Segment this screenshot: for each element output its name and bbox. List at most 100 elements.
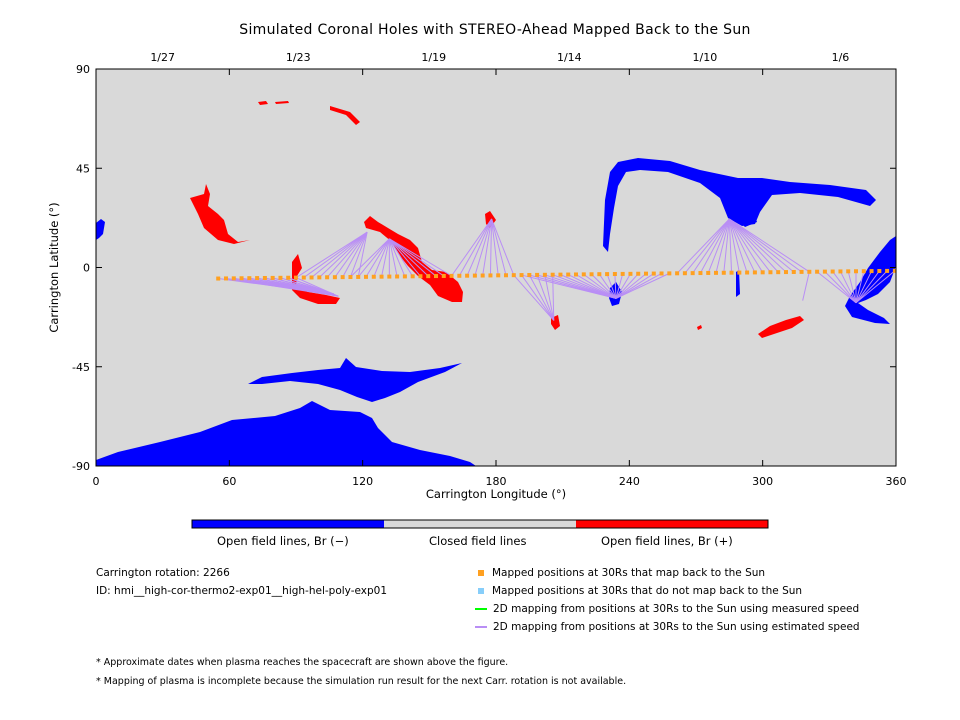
mapping-line [615,273,662,299]
mapped-point [729,270,734,275]
mapped-point [535,272,540,277]
x-tick-label: 0 [93,475,100,488]
mapped-point [504,273,508,278]
mapped-point [364,274,368,279]
mapped-point [239,276,244,281]
mapped-point [721,270,726,275]
mapping-line [728,218,740,273]
mapping-line [381,238,390,277]
y-tick-label: 45 [76,162,90,175]
lightblue-square-icon [478,588,484,594]
mapping-line [466,218,493,276]
mapped-point [861,269,866,274]
mapped-point [597,272,602,277]
mapped-point [465,273,470,278]
x-tick-label: 360 [886,475,907,488]
mapping-line [334,231,368,278]
mapped-point [628,271,633,276]
mapping-line [614,273,617,299]
mapped-point [270,275,275,280]
chart-title: Simulated Coronal Holes with STEREO-Ahea… [239,22,751,38]
mapping-line [728,218,764,273]
mapped-point [247,276,252,281]
mapping-line [451,218,492,277]
mapped-point [636,271,641,276]
mapping-line [715,218,730,273]
legend-item-unmapped: Mapped positions at 30Rs that do not map… [478,585,802,597]
mapping-line [482,218,493,276]
date-tick-label: 1/19 [421,51,446,64]
mapping-line [528,274,555,321]
purple-line-icon [475,626,487,628]
colorbar-label-closed: Closed field lines [429,534,527,548]
negative-coronal-holes [96,158,896,466]
plot-background [96,69,896,466]
mapping-line [583,273,617,299]
mapping-line [707,218,730,274]
mapping-line [311,231,368,278]
mapped-point [877,268,882,273]
mapping-line [491,218,515,276]
mapping-line [692,218,730,274]
mapped-point [605,272,610,277]
mapping-line [295,231,368,279]
legend-label: 2D mapping from positions at 30Rs to the… [493,621,860,633]
carrington-rotation: Carrington rotation: 2266 [96,567,230,579]
mapped-point [581,272,586,277]
mapped-positions [216,268,896,281]
mapped-point [449,273,454,278]
y-tick-label: 90 [76,63,90,76]
mapping-lines [218,218,896,321]
mapped-point [387,274,392,279]
mapped-point [822,269,827,274]
mapped-point [752,270,757,275]
mapped-point [325,275,330,280]
mapping-line [567,274,617,299]
mapping-line [544,274,555,321]
mapped-point [527,272,532,277]
orange-square-icon [478,570,484,576]
x-tick-label: 300 [752,475,773,488]
mapped-point [550,272,555,277]
mapping-line [349,232,368,278]
mapped-point [332,275,337,280]
mapped-point [379,274,384,279]
mapped-point [830,269,835,274]
mapping-line [676,218,730,274]
note-dates: * Approximate dates when plasma reaches … [96,657,509,668]
colorbar-frame [191,519,769,529]
colorbar-label-positive: Open field lines, Br (+) [601,534,733,548]
mapped-point [815,269,820,274]
mapping-line [615,273,624,299]
mapping-line [729,218,802,273]
mapped-point [807,269,812,274]
date-tick-label: 1/10 [693,51,718,64]
y-tick-label: -45 [72,361,90,374]
mapped-point [667,271,672,276]
mapping-line [389,238,445,277]
mapping-line [389,238,437,277]
mapped-point [255,276,260,281]
mapping-line [729,218,810,273]
mapped-point [410,274,415,279]
x-tick-label: 180 [486,475,507,488]
mapped-point [224,276,228,281]
mapping-line [552,274,617,299]
mapping-line [615,273,631,299]
mapping-line [591,273,617,299]
date-tick-label: 1/6 [832,51,850,64]
mapped-point [566,272,571,277]
mapped-point [760,270,765,275]
mapped-point [542,272,547,277]
mapped-point [317,275,322,280]
mapped-point [426,274,431,279]
mapping-line [728,218,733,273]
mapped-point [589,272,594,277]
mapping-line [491,218,507,276]
colorbar-negative [192,520,384,528]
mapping-line [855,270,888,304]
mapped-point [892,268,896,273]
mapping-line [824,271,857,304]
mapped-point [301,275,306,280]
